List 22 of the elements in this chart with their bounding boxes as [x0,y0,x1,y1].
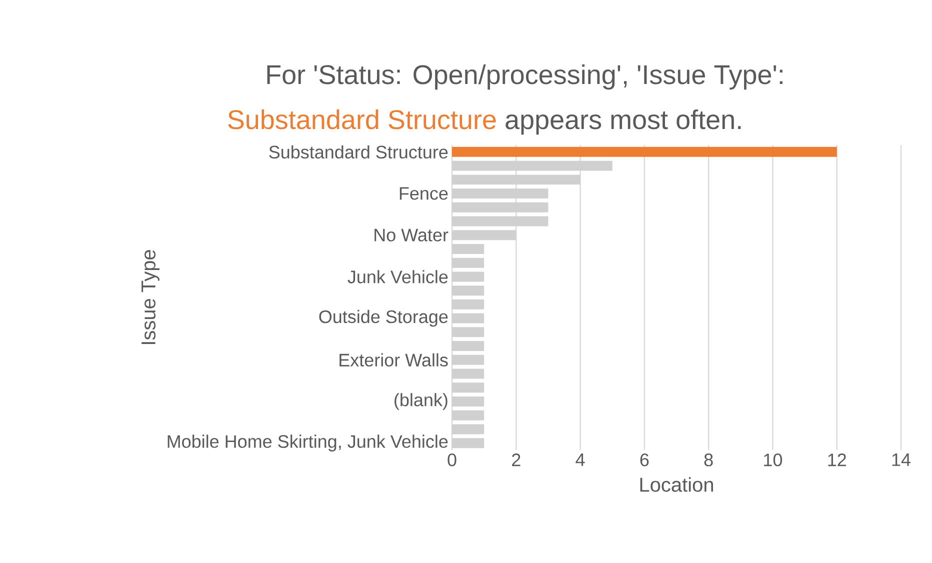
y-tick-label: Junk Vehicle [348,270,448,284]
chart-title: For 'Status: Open/processing', 'Issue Type': [267,64,782,90]
y-tick-label: Exterior Walls [340,353,448,366]
x-tick-label: 2 [512,454,520,466]
y-tick-label: Mobile Home Skirting, Junk Vehicle [168,434,448,452]
y-tick-label: Substandard Structure [269,145,448,159]
y-axis-title: Issue Type [142,250,160,344]
text: Substandard Structure [228,109,496,130]
x-tick-label: 14 [892,454,910,466]
x-tick-label: 8 [704,454,713,466]
y-tick-label: No Water [374,228,448,242]
bar [452,146,837,157]
y-tick-label: Outside Storage [319,310,448,327]
x-tick-label: 10 [764,454,782,466]
text: appears most often. [506,109,741,135]
y-tick-label: (blank) [394,393,448,410]
x-tick-label: 6 [640,454,649,466]
x-tick-label: 0 [448,454,456,466]
y-tick-label: Fence [400,187,448,200]
x-tick-label: 4 [576,454,585,466]
x-tick-label: 12 [828,454,846,466]
x-axis-title: Location [640,477,713,492]
